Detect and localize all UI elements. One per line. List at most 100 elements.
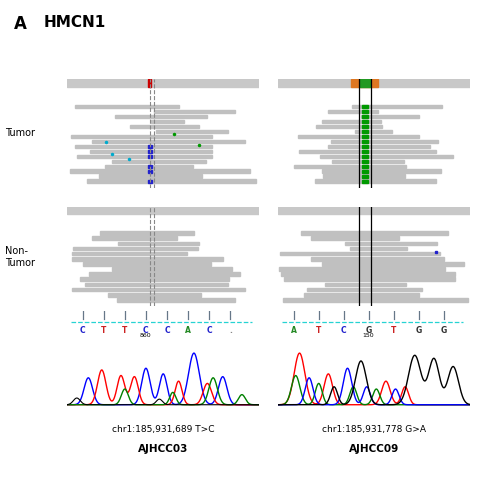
Bar: [87, 179, 256, 183]
Bar: [294, 165, 407, 168]
Bar: [105, 165, 193, 168]
Bar: [362, 160, 368, 163]
Bar: [279, 267, 445, 271]
Bar: [148, 150, 152, 153]
Bar: [154, 110, 235, 113]
Text: T: T: [316, 326, 322, 335]
Bar: [328, 110, 378, 113]
Bar: [112, 267, 231, 271]
Bar: [323, 262, 464, 266]
Bar: [328, 145, 430, 148]
Bar: [115, 115, 207, 118]
Bar: [362, 140, 368, 143]
Bar: [148, 79, 151, 86]
Text: chr1:185,931,689 T>C: chr1:185,931,689 T>C: [112, 425, 215, 434]
Bar: [80, 278, 228, 281]
Bar: [362, 150, 368, 153]
Bar: [316, 124, 382, 128]
Bar: [311, 257, 444, 261]
Text: T: T: [391, 326, 396, 335]
Bar: [130, 124, 199, 128]
Bar: [312, 237, 399, 240]
Bar: [117, 298, 235, 302]
Bar: [325, 283, 406, 287]
Bar: [73, 247, 198, 250]
Bar: [352, 105, 442, 108]
Bar: [281, 272, 456, 276]
Bar: [299, 150, 436, 153]
Bar: [278, 79, 470, 86]
Bar: [355, 129, 392, 133]
Text: Tumor: Tumor: [5, 128, 35, 138]
Bar: [75, 145, 212, 148]
Bar: [67, 207, 259, 214]
Bar: [320, 155, 454, 158]
Bar: [304, 293, 420, 296]
Text: C: C: [143, 326, 149, 335]
Bar: [278, 207, 470, 214]
Text: .: .: [229, 326, 232, 335]
Bar: [67, 79, 259, 86]
Bar: [72, 134, 212, 138]
Bar: [99, 174, 203, 178]
Bar: [92, 237, 177, 240]
Bar: [362, 180, 368, 183]
Text: T: T: [101, 326, 107, 335]
Text: G: G: [440, 326, 447, 335]
Bar: [362, 135, 368, 138]
Bar: [85, 283, 228, 287]
Bar: [362, 120, 368, 123]
Text: A: A: [291, 326, 297, 335]
Bar: [148, 165, 152, 168]
Bar: [323, 174, 405, 178]
Bar: [148, 170, 152, 173]
Text: C: C: [206, 326, 212, 335]
Bar: [280, 252, 440, 255]
Text: C: C: [164, 326, 170, 335]
Bar: [307, 288, 422, 291]
Bar: [83, 262, 211, 266]
Text: 150: 150: [363, 333, 374, 338]
Bar: [90, 150, 212, 153]
Bar: [331, 140, 438, 143]
Bar: [118, 242, 199, 245]
Text: A: A: [185, 326, 191, 335]
Bar: [71, 169, 250, 173]
Text: 860: 860: [140, 333, 152, 338]
Text: HMCN1: HMCN1: [43, 15, 106, 30]
Bar: [362, 110, 368, 113]
Bar: [314, 179, 436, 183]
Bar: [284, 278, 455, 281]
Bar: [362, 155, 368, 158]
Bar: [322, 169, 441, 173]
Bar: [100, 231, 194, 235]
Bar: [72, 288, 245, 291]
Bar: [89, 272, 240, 276]
Bar: [112, 160, 206, 163]
Bar: [72, 252, 187, 255]
Bar: [362, 105, 368, 108]
Bar: [323, 120, 381, 123]
Text: G: G: [415, 326, 422, 335]
Text: A: A: [14, 15, 27, 33]
Text: AJHCC03: AJHCC03: [138, 444, 188, 454]
Text: Non-
Tumor: Non- Tumor: [5, 246, 35, 268]
Bar: [75, 105, 179, 108]
Text: T: T: [122, 326, 128, 335]
Bar: [156, 129, 228, 133]
Bar: [298, 134, 419, 138]
Bar: [300, 231, 448, 235]
Text: chr1:185,931,778 G>A: chr1:185,931,778 G>A: [323, 425, 426, 434]
Bar: [360, 79, 370, 86]
Text: C: C: [341, 326, 347, 335]
Bar: [148, 145, 152, 148]
Bar: [77, 155, 213, 158]
Bar: [351, 79, 378, 86]
Text: G: G: [365, 326, 372, 335]
Bar: [92, 140, 245, 143]
Bar: [362, 175, 368, 178]
Bar: [362, 165, 368, 168]
Bar: [332, 160, 404, 163]
Bar: [350, 247, 407, 250]
Bar: [362, 115, 368, 118]
